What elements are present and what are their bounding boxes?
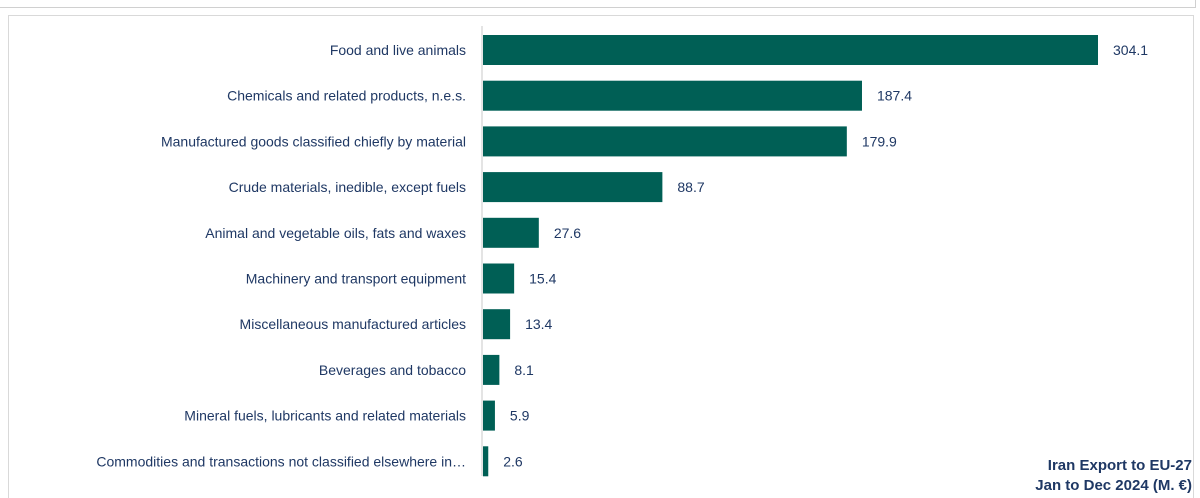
chart-title-line-2: Jan to Dec 2024 (M. €) (1035, 477, 1192, 494)
bar (483, 80, 862, 111)
data-label: 187.4 (877, 88, 912, 104)
category-label: Animal and vegetable oils, fats and waxe… (205, 225, 466, 241)
data-label: 88.7 (677, 179, 704, 195)
data-label: 5.9 (510, 408, 530, 424)
data-label: 27.6 (554, 225, 581, 241)
category-label: Mineral fuels, lubricants and related ma… (184, 408, 466, 424)
data-label: 15.4 (529, 271, 556, 287)
category-label: Machinery and transport equipment (246, 271, 466, 287)
data-label: 13.4 (525, 316, 552, 332)
data-label: 2.6 (503, 453, 523, 469)
category-label: Chemicals and related products, n.e.s. (227, 88, 466, 104)
bar (483, 446, 489, 477)
data-label: 8.1 (514, 362, 534, 378)
data-label: 179.9 (862, 133, 897, 149)
bar (483, 263, 515, 294)
chart-title-line-1: Iran Export to EU-27 (1047, 457, 1192, 474)
data-label: 304.1 (1113, 42, 1148, 58)
bar (483, 354, 500, 385)
chart-title: Iran Export to EU-27 Jan to Dec 2024 (M.… (1035, 456, 1192, 496)
category-label: Food and live animals (330, 42, 466, 58)
top-border (0, 0, 1196, 8)
category-label: Miscellaneous manufactured articles (240, 316, 466, 332)
bar (483, 126, 847, 157)
bar (483, 217, 539, 248)
bar (483, 309, 511, 340)
bar (483, 400, 495, 431)
bar (483, 35, 1098, 65)
bar (483, 172, 663, 203)
category-label: Commodities and transactions not classif… (96, 453, 466, 469)
chart-area (8, 15, 1194, 498)
category-label: Manufactured goods classified chiefly by… (161, 133, 466, 149)
category-label: Beverages and tobacco (319, 362, 466, 378)
category-label: Crude materials, inedible, except fuels (229, 179, 466, 195)
